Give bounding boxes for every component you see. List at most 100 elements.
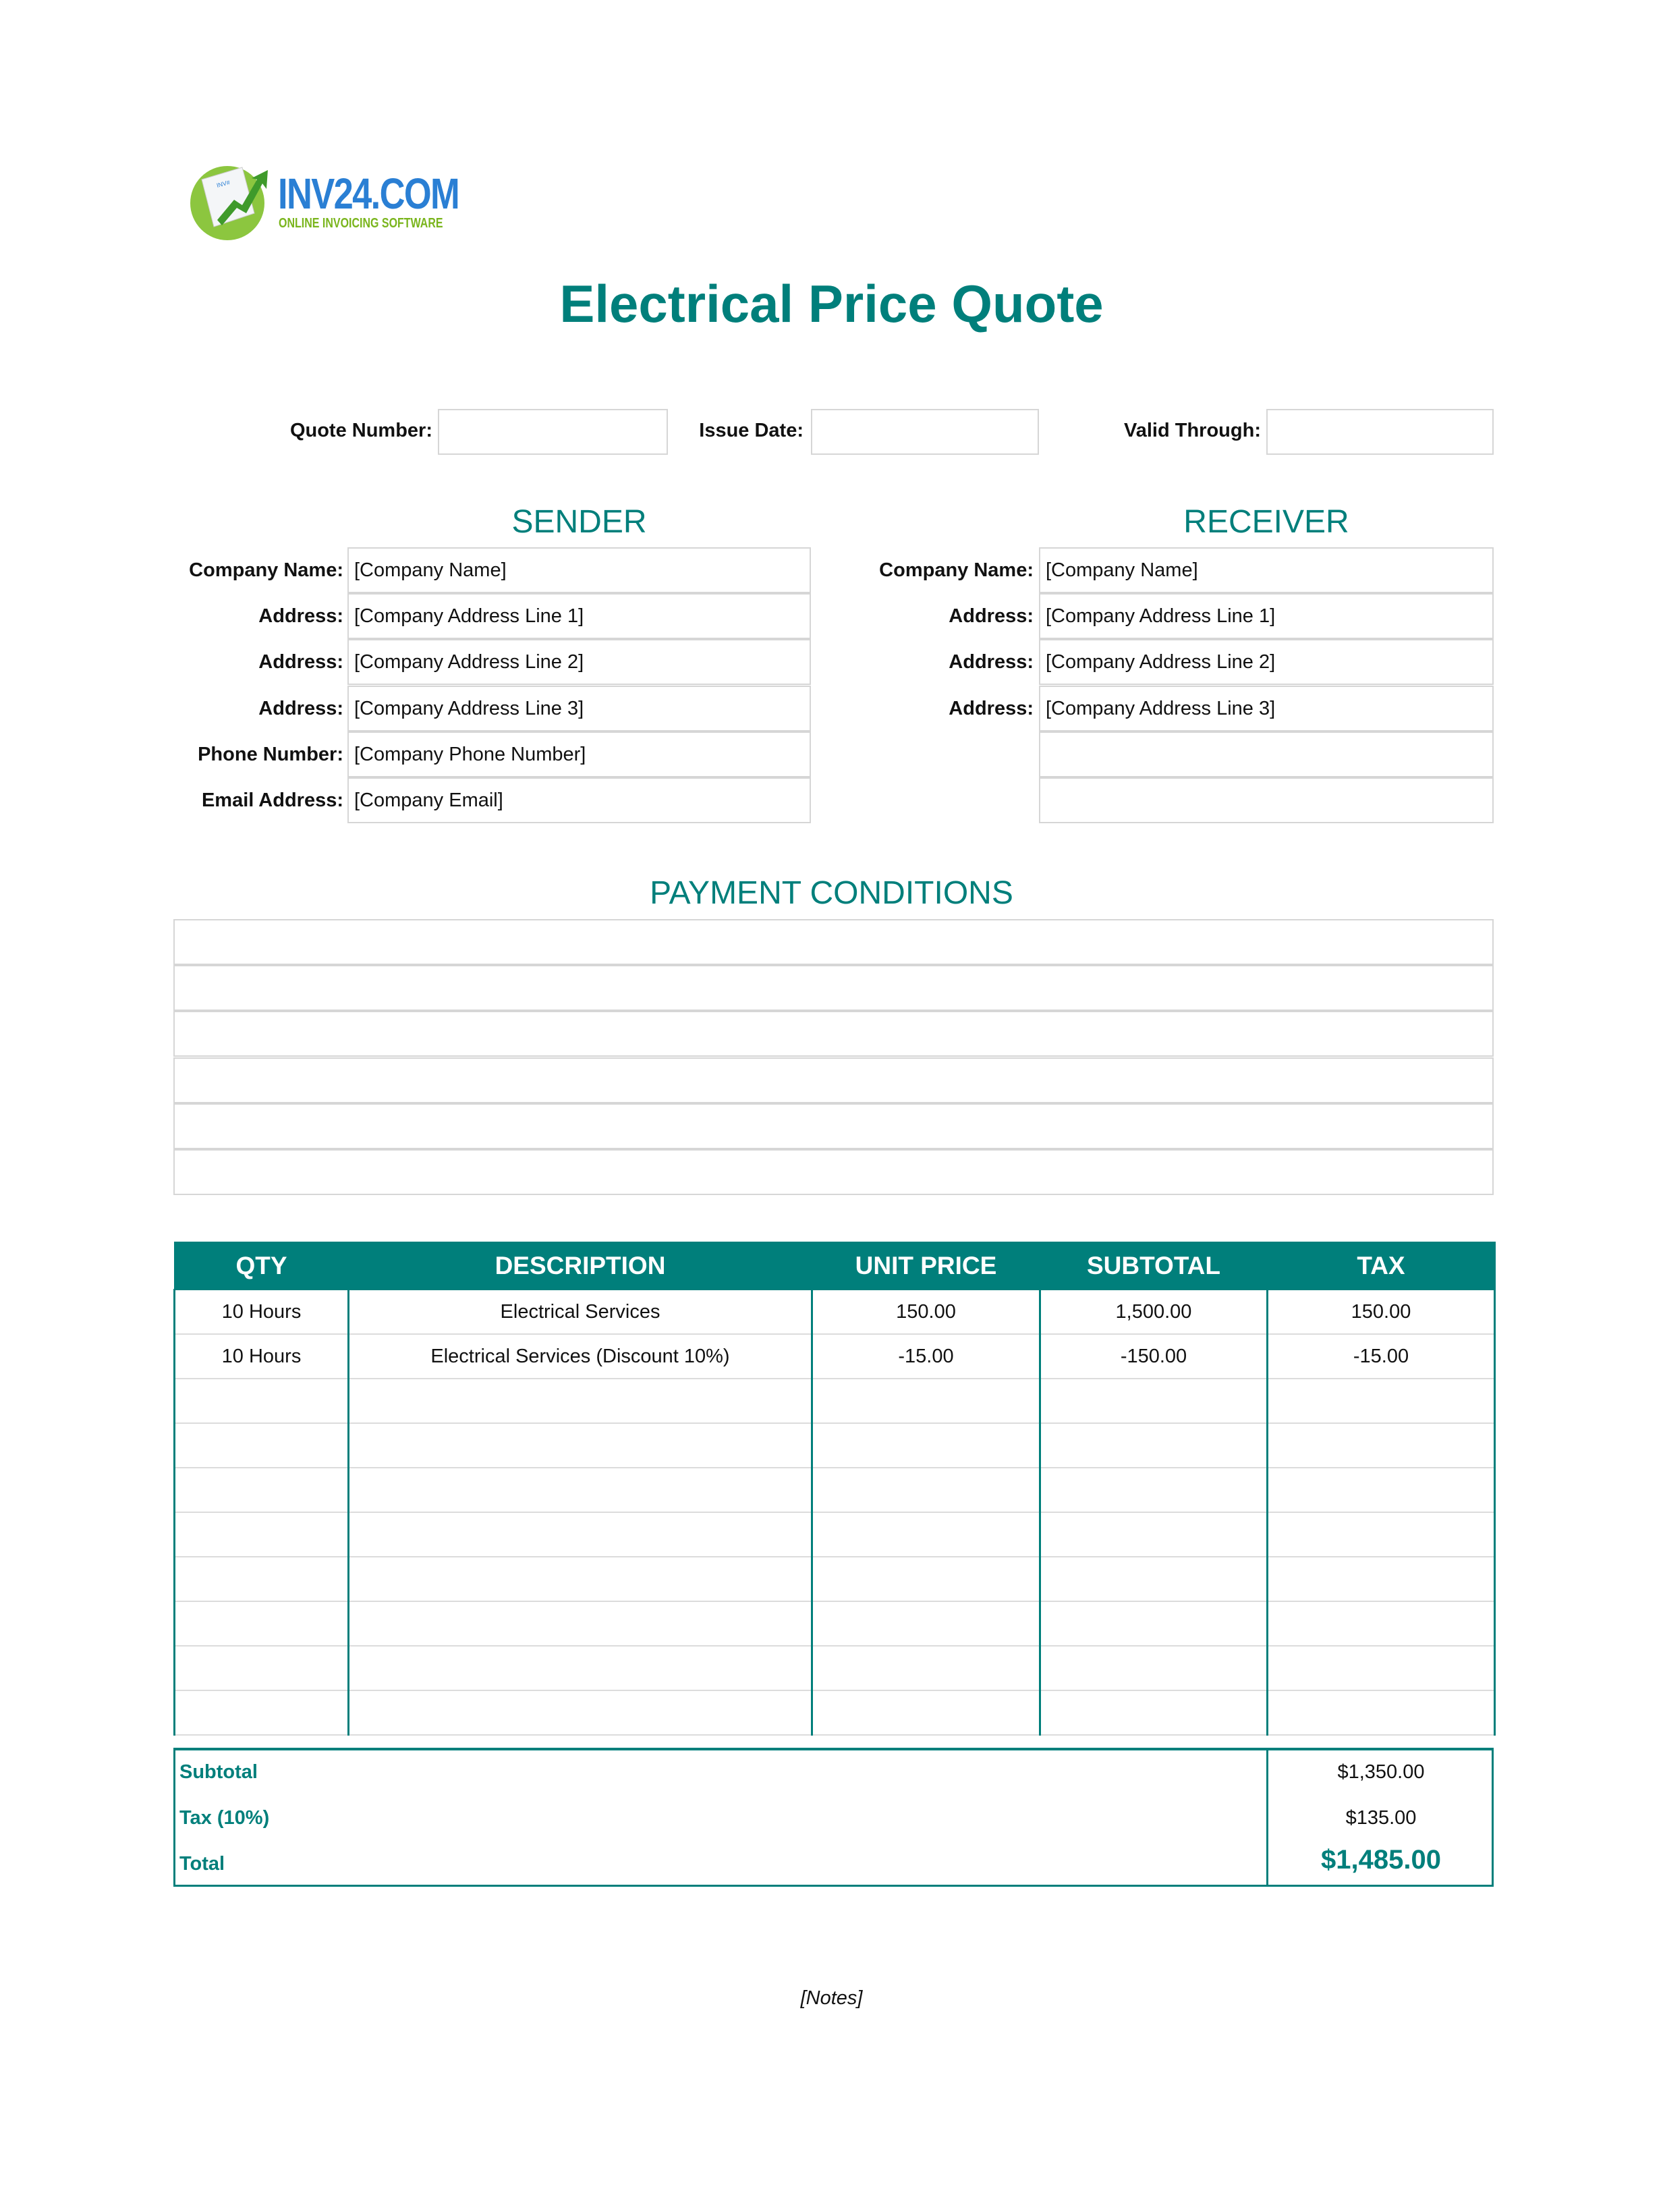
description-cell[interactable] <box>347 1601 813 1647</box>
qty-cell[interactable] <box>173 1690 349 1736</box>
subtotal-cell[interactable]: 1,500.00 <box>1039 1290 1268 1335</box>
tax-cell[interactable] <box>1266 1512 1496 1557</box>
notes-text[interactable]: [Notes] <box>800 1987 863 2009</box>
tax-cell[interactable] <box>1266 1646 1496 1691</box>
description-cell[interactable]: Electrical Services (Discount 10%) <box>347 1334 813 1379</box>
receiver-field-value[interactable]: [Company Address Line 3] <box>1039 685 1494 731</box>
unit-price-cell[interactable] <box>811 1379 1041 1424</box>
qty-cell[interactable] <box>173 1468 349 1513</box>
sender-field-value[interactable]: [Company Email] <box>347 777 811 823</box>
subtotal-cell[interactable]: -150.00 <box>1039 1334 1268 1379</box>
unit-price-cell[interactable] <box>811 1601 1041 1647</box>
unit-price-cell[interactable] <box>811 1468 1041 1513</box>
payment-condition-line[interactable] <box>173 1057 1494 1103</box>
description-cell[interactable] <box>347 1468 813 1513</box>
valid-through-label: Valid Through: <box>1124 420 1261 441</box>
qty-cell[interactable] <box>173 1646 349 1691</box>
description-cell[interactable] <box>347 1423 813 1468</box>
tax-cell[interactable] <box>1266 1379 1496 1424</box>
subtotal-cell[interactable] <box>1039 1512 1268 1557</box>
payment-condition-line[interactable] <box>173 919 1494 965</box>
description-cell[interactable]: Electrical Services <box>347 1290 813 1335</box>
issue-date-field[interactable] <box>811 409 1039 455</box>
receiver-field-row: Address: [Company Address Line 3] <box>0 685 1663 731</box>
qty-cell[interactable]: 10 Hours <box>173 1334 349 1379</box>
qty-cell[interactable] <box>173 1557 349 1602</box>
qty-cell[interactable] <box>173 1512 349 1557</box>
sender-field-value[interactable]: [Company Name] <box>347 547 811 593</box>
payment-condition-line[interactable] <box>173 1011 1494 1057</box>
receiver-field-row <box>0 731 1663 777</box>
sender-field-value[interactable]: [Company Address Line 2] <box>347 639 811 686</box>
item-row <box>173 1512 1496 1557</box>
sender-field-row: Company Name: [Company Name] <box>0 547 1663 593</box>
sender-field-label: Address: <box>258 697 343 719</box>
items-header-row: QTY DESCRIPTION UNIT PRICE SUBTOTAL TAX <box>173 1242 1496 1290</box>
unit-price-cell[interactable] <box>811 1512 1041 1557</box>
issue-date-label: Issue Date: <box>699 420 804 441</box>
column-header: QTY <box>173 1242 349 1290</box>
sender-field-value[interactable]: [Company Address Line 1] <box>347 593 811 640</box>
payment-condition-line[interactable] <box>173 1103 1494 1149</box>
item-row <box>173 1468 1496 1513</box>
receiver-field-value[interactable]: [Company Address Line 1] <box>1039 593 1494 640</box>
sender-field-value[interactable]: [Company Phone Number] <box>347 731 811 777</box>
sender-field-label: Phone Number: <box>198 743 343 765</box>
unit-price-cell[interactable] <box>811 1690 1041 1736</box>
qty-cell[interactable] <box>173 1379 349 1424</box>
logo-brand-text: INV24.COM <box>278 169 460 218</box>
item-row: 10 Hours Electrical Services (Discount 10… <box>173 1334 1496 1379</box>
payment-condition-line[interactable] <box>173 1149 1494 1195</box>
subtotal-value: $1,350.00 <box>1337 1761 1425 1783</box>
subtotal-cell[interactable] <box>1039 1557 1268 1602</box>
tax-label: Tax (10%) <box>179 1807 270 1829</box>
item-row <box>173 1646 1496 1691</box>
receiver-field-value[interactable] <box>1039 731 1494 777</box>
sender-field-row: Address: [Company Address Line 1] <box>0 593 1663 640</box>
receiver-field-value[interactable] <box>1039 777 1494 823</box>
subtotal-cell[interactable] <box>1039 1468 1268 1513</box>
receiver-field-value[interactable]: [Company Name] <box>1039 547 1494 593</box>
payment-condition-line[interactable] <box>173 965 1494 1012</box>
receiver-field-row: Address: [Company Address Line 2] <box>0 639 1663 686</box>
item-row <box>173 1423 1496 1468</box>
totals-divider <box>1266 1750 1268 1885</box>
receiver-field-value[interactable]: [Company Address Line 2] <box>1039 639 1494 686</box>
sender-field-value[interactable]: [Company Address Line 3] <box>347 685 811 731</box>
tax-cell[interactable] <box>1266 1690 1496 1736</box>
sender-field-row: Phone Number: [Company Phone Number] <box>0 731 1663 777</box>
unit-price-cell[interactable] <box>811 1423 1041 1468</box>
tax-cell[interactable] <box>1266 1423 1496 1468</box>
tax-cell[interactable] <box>1266 1601 1496 1647</box>
description-cell[interactable] <box>347 1646 813 1691</box>
description-cell[interactable] <box>347 1690 813 1736</box>
subtotal-cell[interactable] <box>1039 1646 1268 1691</box>
description-cell[interactable] <box>347 1512 813 1557</box>
description-cell[interactable] <box>347 1379 813 1424</box>
tax-cell[interactable]: 150.00 <box>1266 1290 1496 1335</box>
subtotal-cell[interactable] <box>1039 1601 1268 1647</box>
unit-price-cell[interactable] <box>811 1557 1041 1602</box>
sender-heading: SENDER <box>511 504 647 540</box>
qty-cell[interactable] <box>173 1423 349 1468</box>
receiver-field-row: Company Name: [Company Name] <box>0 547 1663 593</box>
sender-field-label: Address: <box>258 651 343 673</box>
receiver-field-label: Address: <box>949 605 1034 628</box>
qty-cell[interactable] <box>173 1601 349 1647</box>
unit-price-cell[interactable]: 150.00 <box>811 1290 1041 1335</box>
subtotal-cell[interactable] <box>1039 1423 1268 1468</box>
tax-cell[interactable] <box>1266 1557 1496 1602</box>
tax-cell[interactable]: -15.00 <box>1266 1334 1496 1379</box>
tax-cell[interactable] <box>1266 1468 1496 1513</box>
sender-field-row: Email Address: [Company Email] <box>0 777 1663 823</box>
valid-through-field[interactable] <box>1266 409 1494 455</box>
tax-value: $135.00 <box>1345 1807 1417 1829</box>
subtotal-cell[interactable] <box>1039 1690 1268 1736</box>
unit-price-cell[interactable] <box>811 1646 1041 1691</box>
subtotal-cell[interactable] <box>1039 1379 1268 1424</box>
description-cell[interactable] <box>347 1557 813 1602</box>
qty-cell[interactable]: 10 Hours <box>173 1290 349 1335</box>
total-value: $1,485.00 <box>1321 1845 1441 1875</box>
unit-price-cell[interactable]: -15.00 <box>811 1334 1041 1379</box>
quote-number-field[interactable] <box>438 409 668 455</box>
